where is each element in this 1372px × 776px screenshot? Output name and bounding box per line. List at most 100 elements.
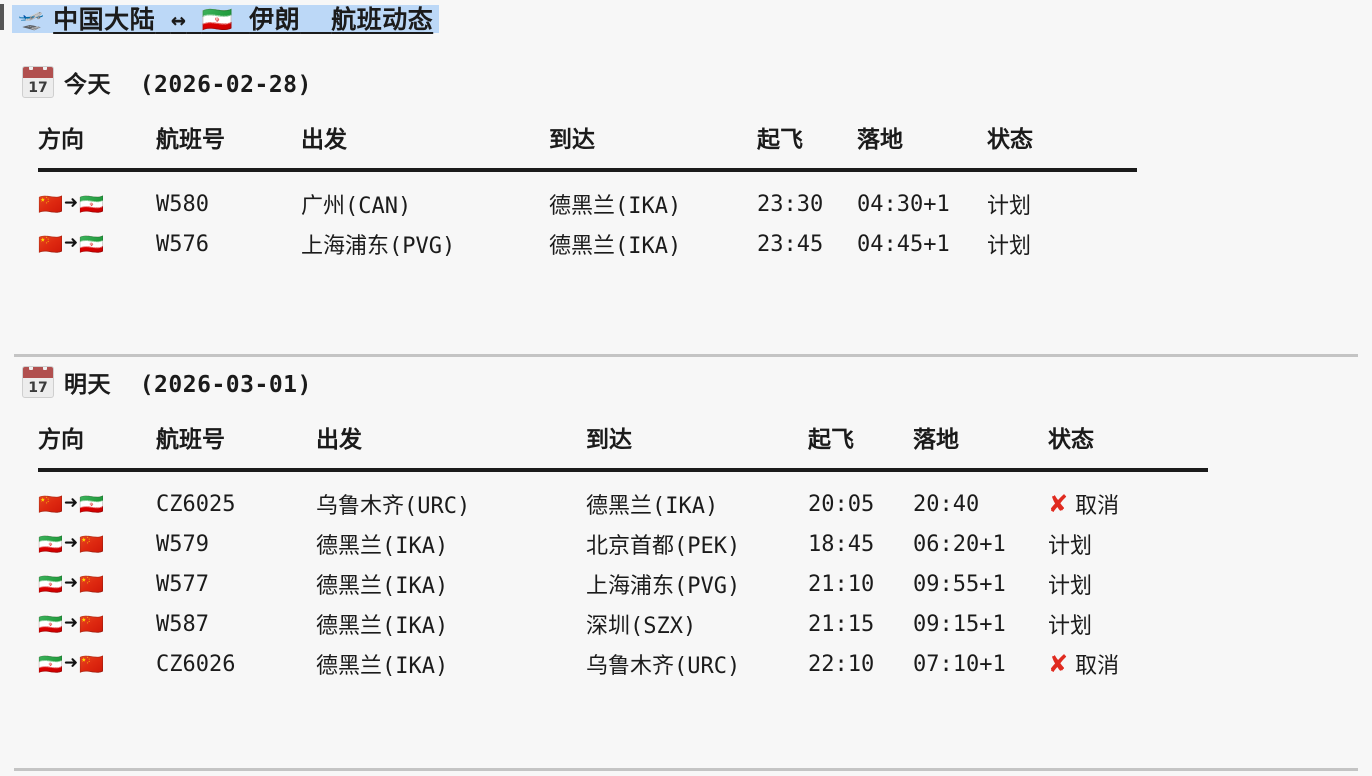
table-row[interactable]: 🇨🇳 ➜ 🇮🇷 W580 广州(CAN) 德黑兰(IKA) 23:30 04:30+1 计划: [38, 170, 1137, 224]
arrow-icon: ➜: [63, 493, 79, 513]
cell-status: 计划: [1048, 524, 1208, 564]
col-departure: 出发: [301, 127, 347, 153]
cell-status: ✘ 取消: [1048, 470, 1208, 524]
page-title-highlight: 🛫 中国大陆 ↔ 🇮🇷 伊朗 航班动态: [12, 5, 440, 34]
col-flight-no: 航班号: [156, 127, 225, 153]
cell-takeoff: 18:45: [808, 531, 875, 557]
cell-flight-no: CZ6025: [156, 491, 236, 517]
status-label: 计划: [1048, 534, 1093, 559]
arrow-icon: ➜: [63, 193, 79, 213]
cell-status: 计划: [987, 224, 1137, 264]
cell-flight-no: W576: [156, 231, 209, 257]
status-label: 取消: [1075, 494, 1120, 519]
page-title-row: 🛫 中国大陆 ↔ 🇮🇷 伊朗 航班动态: [12, 2, 440, 36]
section-divider: [14, 354, 1358, 357]
cell-status: ✘ 取消: [1048, 644, 1208, 684]
cell-arrival: 德黑兰(IKA): [549, 194, 682, 219]
destination-flag-icon: 🇮🇷: [79, 191, 105, 216]
section-today-title: 今天 (2026-02-28): [64, 72, 312, 98]
cell-landing: 09:55+1: [913, 571, 1006, 597]
flight-table-tomorrow: 方向 航班号 出发 到达 起飞 落地 状态 🇨🇳 ➜ 🇮🇷 CZ6025 乌鲁木齐(UR…: [38, 420, 1208, 684]
cell-landing: 20:40: [913, 491, 980, 517]
page-title: 中国大陆 ↔ 🇮🇷 伊朗 航班动态: [53, 5, 434, 34]
origin-flag-icon: 🇮🇷: [38, 651, 63, 676]
cell-departure: 德黑兰(IKA): [316, 654, 449, 679]
cell-direction: 🇮🇷 ➜ 🇨🇳: [38, 524, 156, 564]
destination-flag-icon: 🇨🇳: [79, 611, 105, 636]
arrow-icon: ➜: [63, 613, 79, 633]
iran-flag-icon: 🇮🇷: [201, 5, 234, 34]
cell-departure: 德黑兰(IKA): [316, 614, 449, 639]
text-caret: [0, 4, 4, 30]
origin-flag-icon: 🇨🇳: [38, 491, 63, 516]
table-row[interactable]: 🇨🇳 ➜ 🇮🇷 CZ6025 乌鲁木齐(URC) 德黑兰(IKA) 20:05 20:40 ✘ 取…: [38, 470, 1208, 524]
cell-takeoff: 20:05: [808, 491, 875, 517]
cell-arrival: 上海浦东(PVG): [586, 574, 741, 599]
status-label: 计划: [1048, 614, 1093, 639]
col-direction: 方向: [38, 127, 84, 153]
table-row[interactable]: 🇮🇷 ➜ 🇨🇳 W577 德黑兰(IKA) 上海浦东(PVG) 21:10 09:55+1 计划: [38, 564, 1208, 604]
calendar-icon: 17: [22, 66, 54, 98]
flight-table-today: 方向 航班号 出发 到达 起飞 落地 状态 🇨🇳 ➜ 🇮🇷 W580 广州(CAN) 德黑…: [38, 120, 1137, 264]
col-direction: 方向: [38, 427, 84, 453]
cell-takeoff: 21:10: [808, 571, 875, 597]
origin-flag-icon: 🇮🇷: [38, 611, 63, 636]
airplane-icon: 🛫: [18, 7, 45, 31]
col-takeoff: 起飞: [808, 427, 854, 453]
origin-flag-icon: 🇨🇳: [38, 231, 63, 256]
cell-flight-no: W587: [156, 611, 209, 637]
arrow-icon: ➜: [63, 653, 79, 673]
cell-arrival: 北京首都(PEK): [586, 534, 741, 559]
table-row[interactable]: 🇮🇷 ➜ 🇨🇳 W579 德黑兰(IKA) 北京首都(PEK) 18:45 06:20+1 计划: [38, 524, 1208, 564]
cell-landing: 04:45+1: [857, 231, 950, 257]
section-today-header: 17 今天 (2026-02-28): [0, 62, 1372, 102]
cell-status: 计划: [1048, 564, 1208, 604]
flight-rows-today: 🇨🇳 ➜ 🇮🇷 W580 广州(CAN) 德黑兰(IKA) 23:30 04:30+1 计划 🇨🇳…: [38, 170, 1137, 264]
flight-rows-tomorrow: 🇨🇳 ➜ 🇮🇷 CZ6025 乌鲁木齐(URC) 德黑兰(IKA) 20:05 20:40 ✘ 取…: [38, 470, 1208, 684]
arrow-icon: ➜: [63, 533, 79, 553]
status-label: 计划: [1048, 574, 1093, 599]
table-row[interactable]: 🇨🇳 ➜ 🇮🇷 W576 上海浦东(PVG) 德黑兰(IKA) 23:45 04:45+1 计划: [38, 224, 1137, 264]
cell-arrival: 德黑兰(IKA): [586, 494, 719, 519]
cell-arrival: 乌鲁木齐(URC): [586, 654, 741, 679]
cell-takeoff: 22:10: [808, 651, 875, 677]
col-status: 状态: [987, 127, 1033, 153]
arrow-icon: ➜: [63, 233, 79, 253]
cell-landing: 04:30+1: [857, 191, 950, 217]
cell-direction: 🇮🇷 ➜ 🇨🇳: [38, 564, 156, 604]
cell-landing: 09:15+1: [913, 611, 1006, 637]
cross-mark-icon: ✘: [1048, 650, 1069, 678]
table-header-row: 方向 航班号 出发 到达 起飞 落地 状态: [38, 420, 1208, 470]
cell-landing: 07:10+1: [913, 651, 1006, 677]
col-takeoff: 起飞: [757, 127, 803, 153]
cell-departure: 乌鲁木齐(URC): [316, 494, 471, 519]
destination-flag-icon: 🇨🇳: [79, 571, 105, 596]
status-badge-cancelled: ✘ 取消: [1048, 488, 1119, 520]
status-label: 计划: [987, 234, 1032, 259]
cell-direction: 🇮🇷 ➜ 🇨🇳: [38, 644, 156, 684]
cell-flight-no: W577: [156, 571, 209, 597]
table-row[interactable]: 🇮🇷 ➜ 🇨🇳 CZ6026 德黑兰(IKA) 乌鲁木齐(URC) 22:10 07:10+1…: [38, 644, 1208, 684]
col-status: 状态: [1048, 427, 1094, 453]
table-header-row: 方向 航班号 出发 到达 起飞 落地 状态: [38, 120, 1137, 170]
status-label: 计划: [987, 194, 1032, 219]
cell-departure: 德黑兰(IKA): [316, 534, 449, 559]
section-tomorrow: 17 明天 (2026-03-01) 方向 航班号 出发 到达 起飞 落地 状态…: [0, 362, 1372, 684]
calendar-icon: 17: [22, 366, 54, 398]
cell-status: 计划: [987, 170, 1137, 224]
origin-flag-icon: 🇮🇷: [38, 531, 63, 556]
cell-takeoff: 23:45: [757, 231, 824, 257]
status-badge-cancelled: ✘ 取消: [1048, 648, 1119, 680]
col-arrival: 到达: [549, 127, 595, 153]
col-flight-no: 航班号: [156, 427, 225, 453]
table-row[interactable]: 🇮🇷 ➜ 🇨🇳 W587 德黑兰(IKA) 深圳(SZX) 21:15 09:15+1 计划: [38, 604, 1208, 644]
cell-arrival: 深圳(SZX): [586, 614, 697, 639]
section-tomorrow-header: 17 明天 (2026-03-01): [0, 362, 1372, 402]
cell-flight-no: CZ6026: [156, 651, 236, 677]
col-landing: 落地: [913, 427, 959, 453]
cell-departure: 广州(CAN): [301, 194, 412, 219]
cell-landing: 06:20+1: [913, 531, 1006, 557]
cell-direction: 🇨🇳 ➜ 🇮🇷: [38, 470, 156, 524]
col-arrival: 到达: [586, 427, 632, 453]
destination-flag-icon: 🇮🇷: [79, 231, 105, 256]
